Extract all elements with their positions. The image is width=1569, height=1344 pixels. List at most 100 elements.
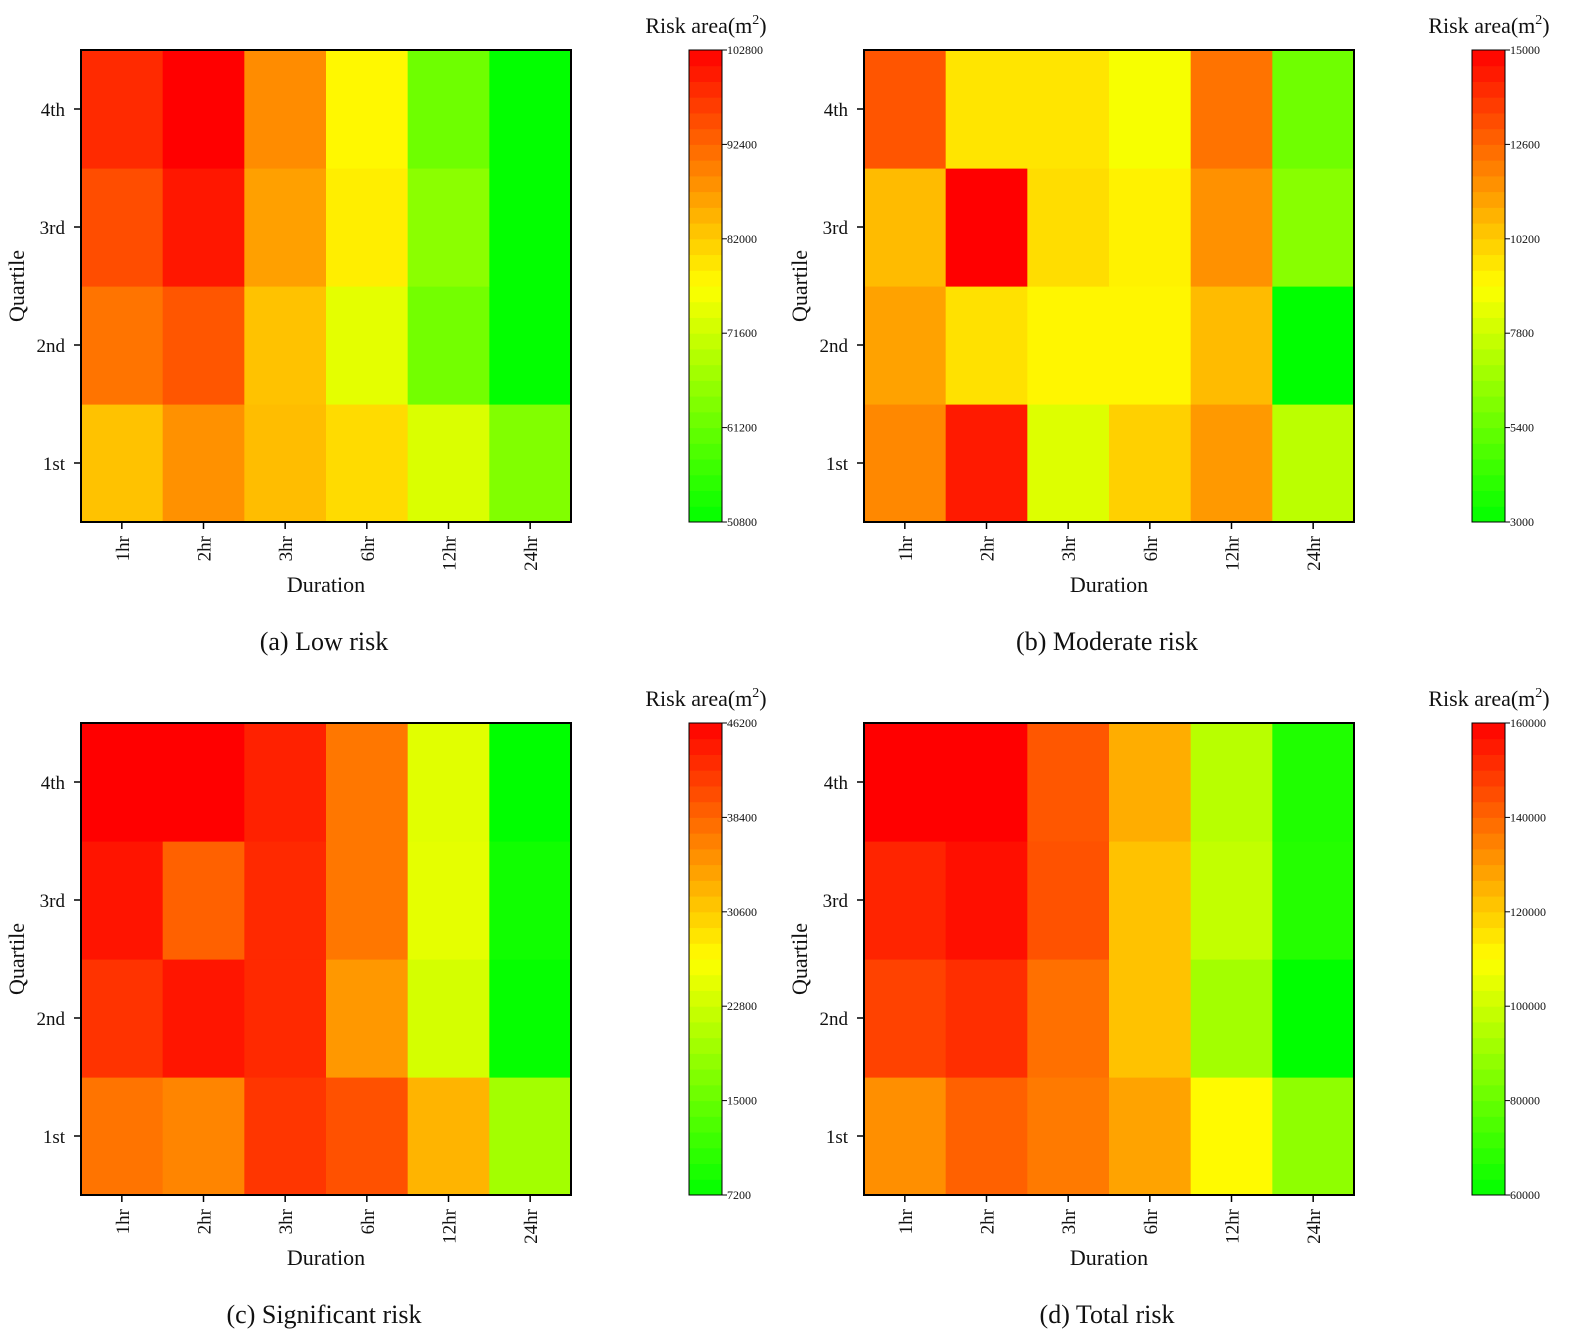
colorbar-tick-label: 102800 bbox=[727, 43, 763, 57]
heatmap-cell bbox=[1027, 168, 1110, 287]
heatmap-cell bbox=[162, 50, 245, 169]
heatmap-cell bbox=[244, 286, 327, 405]
colorbar-band bbox=[689, 474, 722, 492]
heatmap-cell bbox=[1027, 50, 1110, 169]
x-tick-label: 6hr bbox=[358, 535, 379, 561]
colorbar-title-text: Risk area(m bbox=[645, 13, 752, 38]
x-tick-label: 6hr bbox=[358, 1208, 379, 1234]
colorbar-tick-label: 80000 bbox=[1510, 1094, 1540, 1108]
colorbar-band bbox=[689, 738, 722, 755]
colorbar-band bbox=[689, 238, 722, 256]
colorbar-tick-label: 30600 bbox=[727, 905, 757, 919]
heatmap-cell bbox=[81, 841, 164, 960]
colorbar-band bbox=[689, 1021, 722, 1039]
colorbar-band bbox=[689, 896, 722, 913]
colorbar-band bbox=[689, 990, 722, 1007]
heatmap-cell bbox=[864, 841, 947, 960]
colorbar-band bbox=[689, 65, 722, 82]
heatmap-cell bbox=[244, 404, 327, 523]
heatmap-cell bbox=[244, 1077, 327, 1196]
heatmap-cell bbox=[864, 404, 947, 523]
panel-3: 1st 2nd 3rd 4th 1hr 2hr 3hr 6hr 12hr 24hr Duration… bbox=[4, 686, 767, 1329]
colorbar-band bbox=[1472, 848, 1505, 866]
colorbar-band bbox=[1472, 254, 1505, 271]
heatmap-cell bbox=[1109, 1077, 1192, 1196]
colorbar-band bbox=[689, 81, 722, 98]
y-axis-label: Quartile bbox=[787, 250, 812, 322]
y-tick-label: 3rd bbox=[40, 218, 66, 239]
colorbar-band bbox=[1472, 754, 1505, 771]
panel-caption: (c) Significant risk bbox=[227, 1300, 422, 1329]
panel-caption: (b) Moderate risk bbox=[1016, 627, 1198, 656]
heatmap-cell bbox=[326, 168, 409, 287]
colorbar-tick-label: 38400 bbox=[727, 810, 757, 824]
x-axis-label: Duration bbox=[287, 572, 365, 597]
x-tick-label: 2hr bbox=[978, 1208, 999, 1234]
y-tick-label: 2nd bbox=[820, 336, 849, 357]
colorbar-band bbox=[689, 1006, 722, 1023]
x-tick-label: 24hr bbox=[521, 1208, 542, 1244]
colorbar-band bbox=[689, 848, 722, 866]
colorbar-band bbox=[689, 144, 722, 161]
colorbar-band bbox=[1472, 348, 1505, 366]
panel-caption: (a) Low risk bbox=[260, 627, 389, 656]
colorbar-tick-label: 140000 bbox=[1510, 810, 1546, 824]
colorbar-band bbox=[1472, 175, 1505, 193]
colorbar-band bbox=[689, 427, 722, 444]
plot-frame bbox=[863, 49, 1355, 523]
y-tick-label: 3rd bbox=[823, 218, 849, 239]
colorbar-band bbox=[689, 1100, 722, 1117]
x-tick-label: 3hr bbox=[1059, 535, 1080, 561]
colorbar-band bbox=[1472, 207, 1505, 224]
heatmap-cell bbox=[864, 168, 947, 287]
heatmap-cell bbox=[162, 286, 245, 405]
colorbar-tick-label: 92400 bbox=[727, 137, 757, 151]
heatmap-cell bbox=[1027, 286, 1110, 405]
colorbar-band bbox=[1472, 443, 1505, 460]
heatmap-cell bbox=[489, 404, 572, 523]
x-tick-label: 12hr bbox=[440, 1208, 461, 1244]
colorbar-band bbox=[689, 770, 722, 787]
colorbar-band bbox=[689, 880, 722, 897]
colorbar-band bbox=[689, 911, 722, 929]
colorbar-band bbox=[1472, 959, 1505, 976]
heatmap-cell bbox=[244, 168, 327, 287]
heatmap-cell bbox=[1272, 404, 1355, 523]
colorbar-band bbox=[689, 1163, 722, 1180]
heatmap-cell bbox=[81, 404, 164, 523]
colorbar-tick-label: 22800 bbox=[727, 999, 757, 1013]
colorbar-tick-label: 5400 bbox=[1510, 421, 1534, 435]
heatmap-cell bbox=[326, 723, 409, 842]
colorbar-band bbox=[689, 411, 722, 429]
heatmap-cell bbox=[1190, 959, 1273, 1078]
x-tick-label: 24hr bbox=[1304, 1208, 1325, 1244]
colorbar-band bbox=[689, 333, 722, 350]
heatmap-cell bbox=[1272, 168, 1355, 287]
colorbar-band bbox=[1472, 770, 1505, 787]
plot-frame bbox=[863, 722, 1355, 1196]
y-tick-label: 3rd bbox=[823, 891, 849, 912]
colorbar-title-close: ) bbox=[1542, 686, 1549, 711]
colorbar-band bbox=[689, 1053, 722, 1070]
heatmap-cell bbox=[407, 168, 490, 287]
heatmap-cell bbox=[407, 286, 490, 405]
colorbar-title: Risk area(m2) bbox=[645, 686, 766, 711]
colorbar-band bbox=[689, 348, 722, 366]
x-tick-label: 12hr bbox=[1223, 1208, 1244, 1244]
colorbar-band bbox=[1472, 112, 1505, 130]
y-tick-label: 4th bbox=[41, 773, 66, 794]
heatmap-cell bbox=[1190, 404, 1273, 523]
colorbar-band bbox=[689, 380, 722, 397]
colorbar-band bbox=[1472, 380, 1505, 397]
colorbar-band bbox=[1472, 943, 1505, 960]
heatmap-cell bbox=[1027, 723, 1110, 842]
y-tick-label: 3rd bbox=[40, 891, 66, 912]
heatmap-cell bbox=[1190, 168, 1273, 287]
colorbar-band bbox=[689, 459, 722, 476]
colorbar-band bbox=[1472, 128, 1505, 145]
heatmap-cell bbox=[489, 959, 572, 1078]
colorbar-title-superscript: 2 bbox=[1535, 13, 1542, 28]
heatmap-cell bbox=[489, 1077, 572, 1196]
x-tick-label: 24hr bbox=[521, 535, 542, 571]
colorbar-band bbox=[689, 97, 722, 114]
